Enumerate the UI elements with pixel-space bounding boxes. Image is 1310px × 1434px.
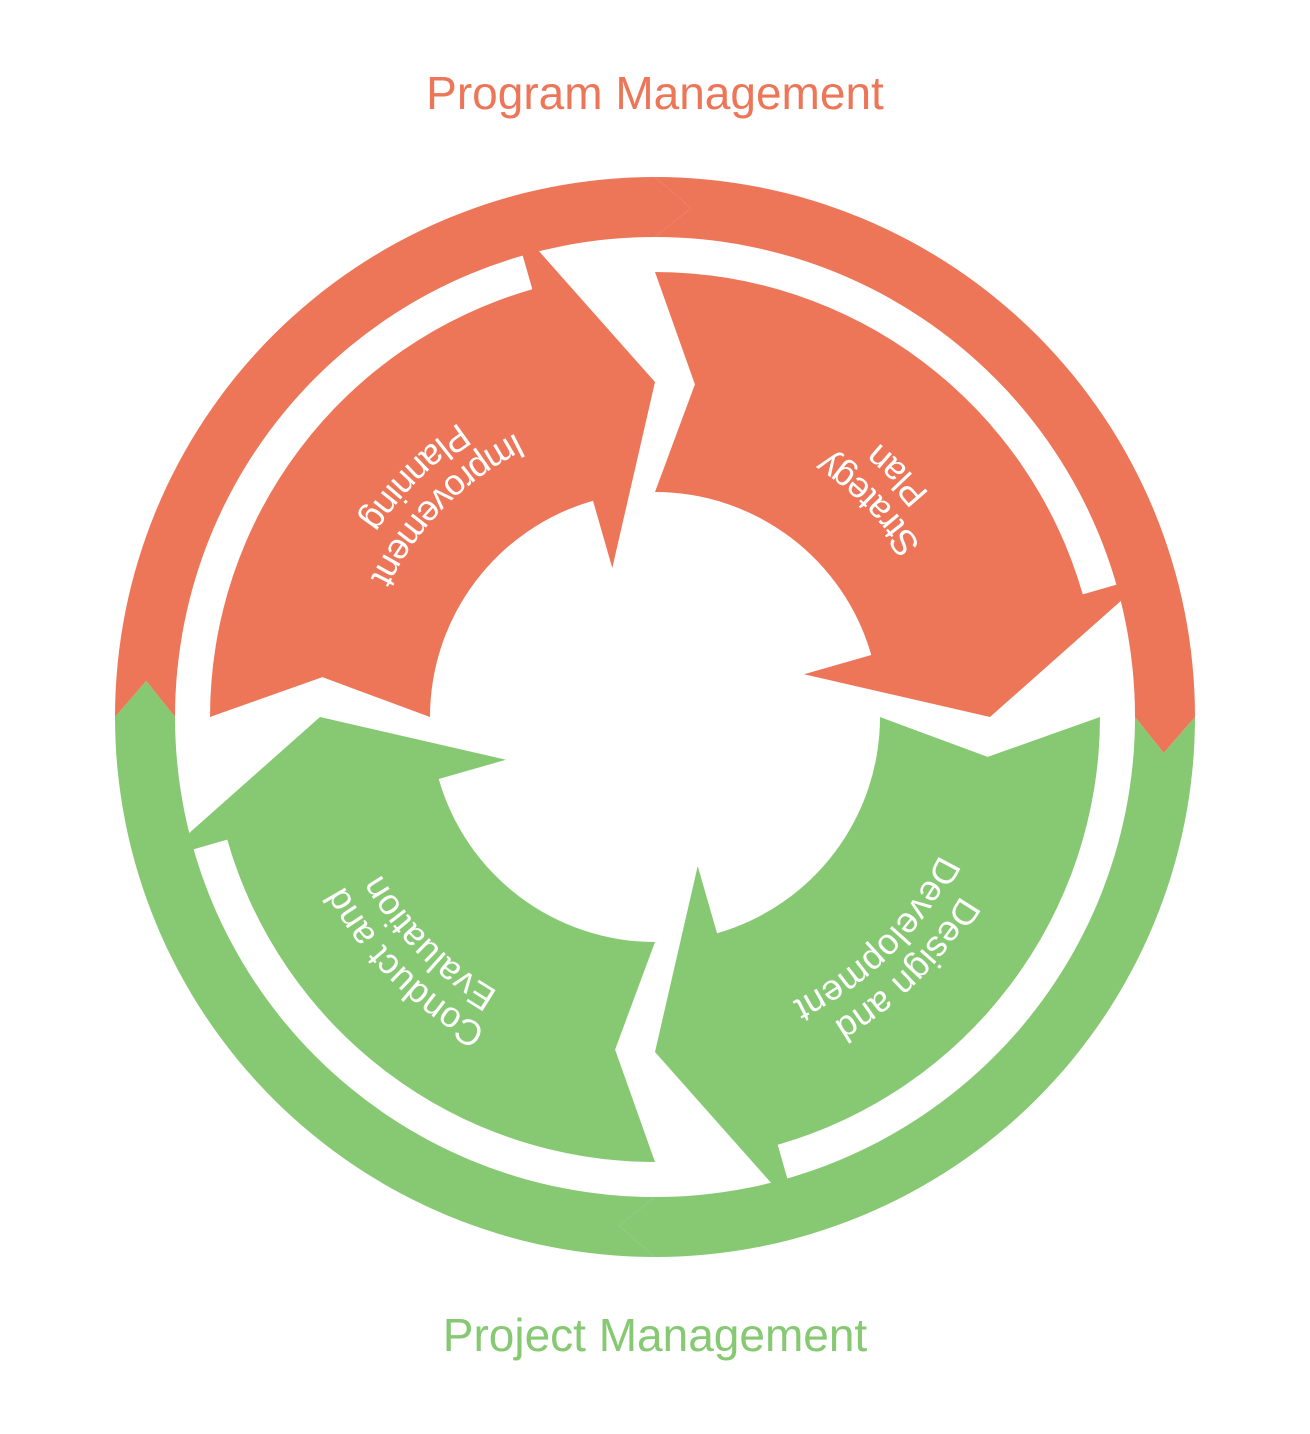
diagram-canvas: Program Management Project Management Im… — [0, 0, 1310, 1434]
title-project-management: Project Management — [0, 1308, 1310, 1362]
title-program-management: Program Management — [0, 66, 1310, 120]
cycle-diagram-svg: ImprovementPlanningStrategyPlanDesign an… — [0, 0, 1310, 1434]
